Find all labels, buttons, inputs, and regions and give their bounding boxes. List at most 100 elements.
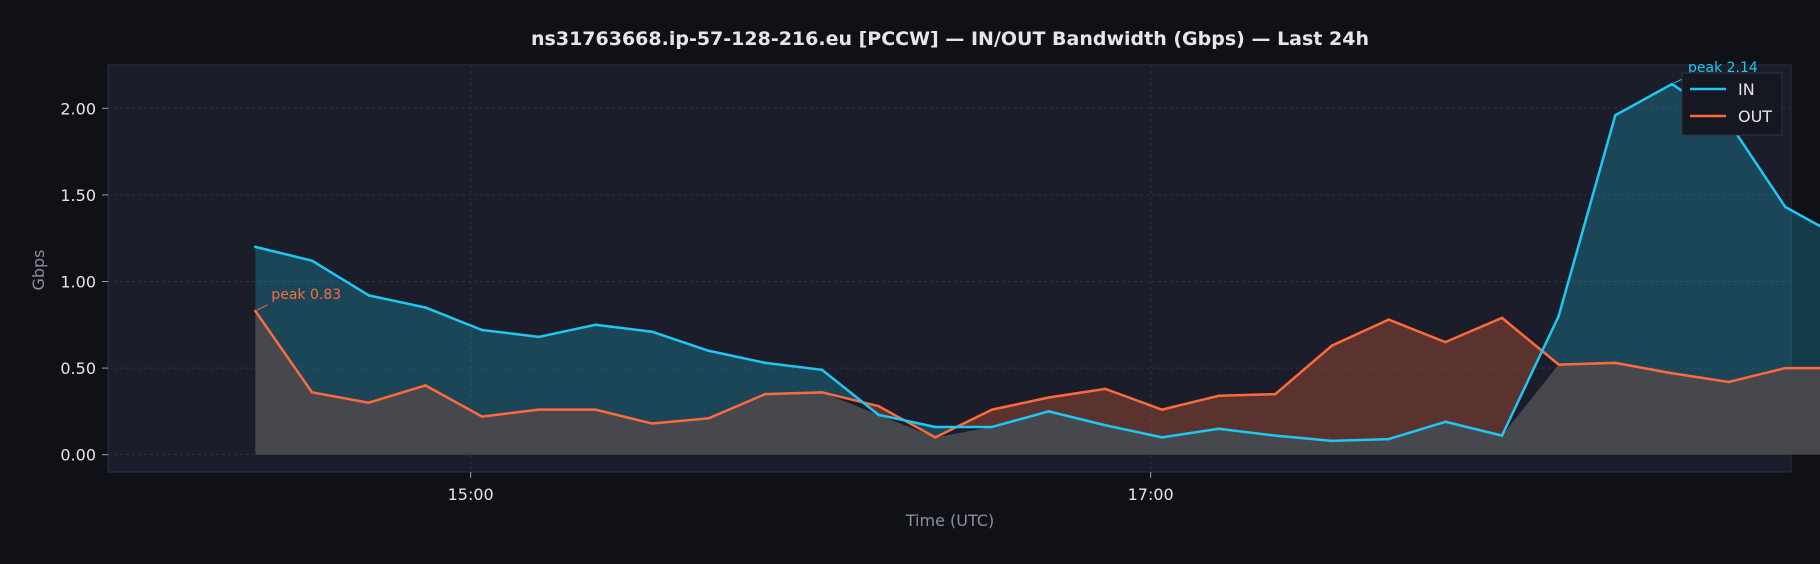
data-point-in (707, 349, 710, 353)
data-point-out (254, 309, 257, 313)
data-point-in (1444, 420, 1447, 424)
legend-box (1681, 72, 1783, 136)
in-excess-fill (255, 246, 312, 393)
data-point-in (820, 368, 824, 372)
data-point-in (1387, 437, 1390, 441)
data-point-out (1784, 366, 1787, 370)
data-point-in (594, 323, 597, 327)
annotation-label: peak 0.83 (271, 287, 341, 303)
data-point-in (1557, 314, 1560, 318)
data-point-out (877, 404, 880, 408)
out-excess-fill (1162, 395, 1219, 438)
data-point-out (990, 408, 994, 411)
data-point-out (1614, 361, 1617, 365)
data-point-out (1330, 344, 1334, 347)
data-point-in (877, 413, 880, 417)
data-point-in (254, 245, 257, 249)
data-point-in (1160, 436, 1164, 439)
annotations: peak 2.14 peak 0.83 (257, 60, 1758, 311)
data-point-out (1274, 392, 1277, 396)
in-excess-fill (652, 331, 709, 424)
in-excess-fill (1558, 115, 1616, 365)
legend-label-out: OUT (1738, 107, 1772, 126)
chart-title: ns31763668.ip-57-128-216.eu [PCCW] — IN/… (531, 28, 1369, 50)
out-excess-fill (992, 397, 1049, 427)
y-tick-label: 2.00 (60, 99, 96, 118)
data-point-out (1670, 371, 1674, 375)
data-point-out (650, 422, 654, 425)
in-excess-fill (538, 324, 596, 410)
data-point-out (1444, 340, 1447, 344)
out-excess-fill (1502, 317, 1543, 436)
in-excess-fill (595, 324, 652, 424)
in-excess-fill (482, 329, 539, 417)
in-excess-fill (425, 307, 482, 417)
data-point-out (1727, 380, 1730, 384)
data-point-out (1047, 396, 1050, 399)
data-point-in (480, 328, 484, 332)
data-point-in (764, 361, 767, 365)
data-point-out (480, 415, 484, 418)
out-excess-fill (1048, 388, 1106, 426)
data-point-in (1500, 434, 1504, 437)
data-point-in (934, 425, 937, 429)
data-point-in (1670, 82, 1674, 86)
in-excess-fill (708, 350, 766, 419)
data-point-in (537, 335, 540, 339)
data-point-in (1047, 410, 1050, 413)
data-point-in (367, 294, 370, 297)
data-point-out (707, 417, 710, 420)
out-excess-fill (1105, 388, 1162, 438)
area-fills (255, 84, 1820, 455)
y-tick-label: 0.00 (60, 446, 96, 465)
legend-label-in: IN (1738, 80, 1755, 99)
data-point-out (820, 391, 824, 394)
data-point-in (1274, 434, 1277, 437)
data-point-out (537, 408, 540, 411)
data-point-out (1104, 387, 1107, 391)
data-point-out (367, 401, 370, 405)
in-excess-fill (1615, 84, 1672, 374)
out-excess-fill (1388, 319, 1446, 440)
y-axis-label: Gbps (29, 249, 48, 290)
x-tick-label: 17:00 (1128, 485, 1174, 504)
data-point-out (310, 391, 314, 394)
data-point-in (310, 259, 314, 263)
legend: IN OUT (1681, 72, 1783, 136)
data-point-out (424, 384, 427, 387)
axis-ticks: 0.00 0.50 1.00 1.50 2.00 15:00 17:00 (60, 99, 1173, 504)
data-point-in (990, 425, 994, 429)
data-point-out (1387, 318, 1390, 321)
overlap-area-fill (255, 310, 1820, 455)
data-point-in (1614, 113, 1617, 117)
data-point-out (1217, 394, 1220, 398)
data-point-in (1784, 205, 1787, 209)
in-excess-fill (1672, 84, 1729, 382)
data-point-out (934, 436, 937, 439)
data-point-in (1217, 427, 1220, 431)
annotation-arrow (257, 304, 268, 311)
y-tick-label: 0.50 (60, 359, 96, 378)
in-excess-fill (1785, 207, 1820, 369)
in-excess-fill (312, 260, 369, 403)
data-point-out (764, 392, 767, 396)
data-point-out (594, 408, 597, 411)
y-tick-label: 1.00 (60, 272, 96, 291)
data-point-out (1557, 363, 1560, 366)
in-excess-fill (1542, 316, 1559, 365)
series-points (254, 82, 1787, 443)
data-point-out (1160, 408, 1164, 411)
x-tick-label: 15:00 (448, 485, 494, 504)
annotation-label: peak 2.14 (1688, 60, 1758, 76)
out-excess-fill (1332, 319, 1389, 441)
in-excess-fill (765, 362, 822, 395)
data-point-in (650, 330, 654, 334)
out-excess-fill (1445, 317, 1502, 436)
in-excess-fill (368, 295, 426, 403)
data-point-out (1500, 316, 1504, 320)
y-tick-label: 1.50 (60, 186, 96, 205)
data-point-in (1330, 439, 1334, 443)
data-point-in (424, 306, 427, 309)
